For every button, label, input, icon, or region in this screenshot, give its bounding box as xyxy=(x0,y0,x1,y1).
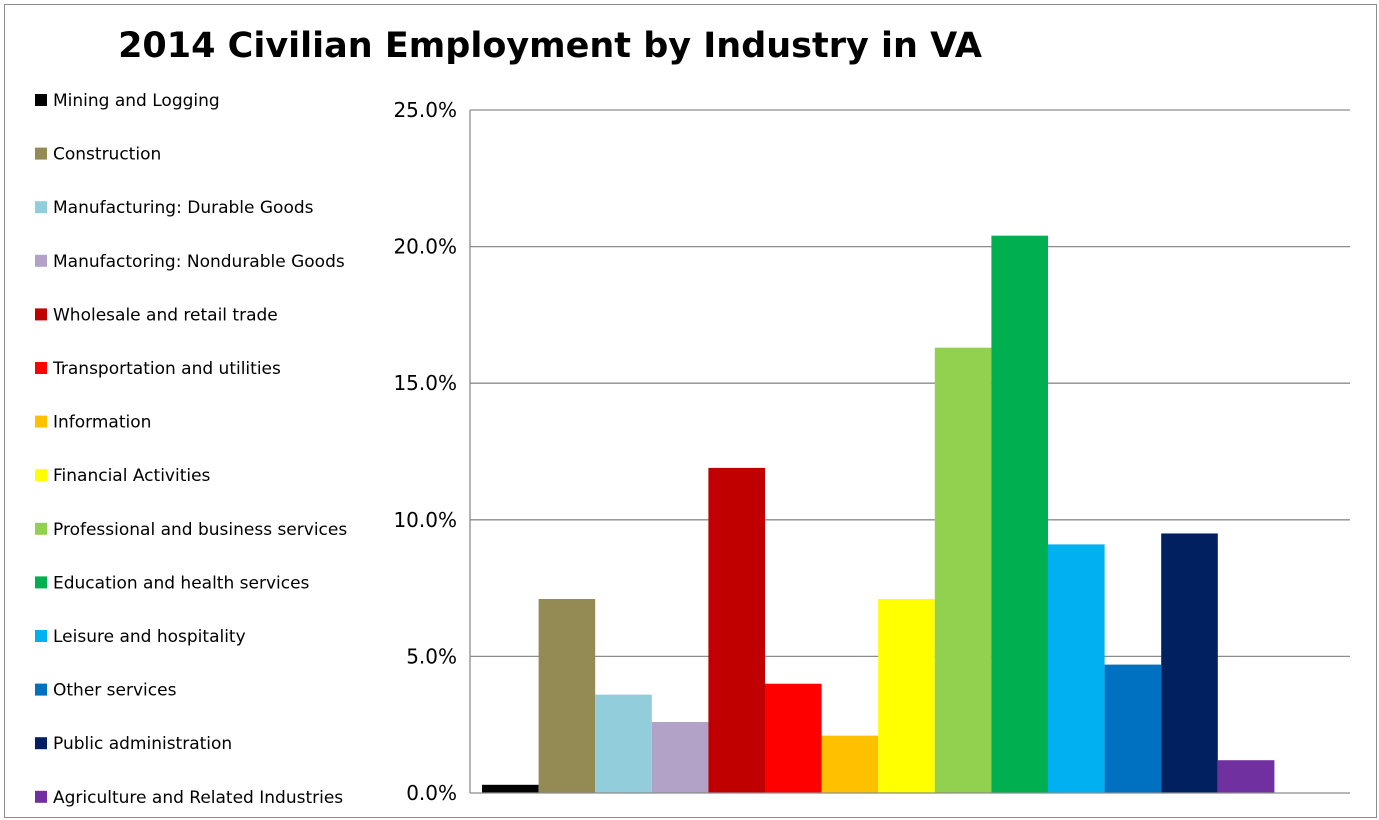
legend-label: Other services xyxy=(53,681,177,701)
legend-swatch xyxy=(35,683,47,696)
legend-item: Public administration xyxy=(35,734,232,754)
y-tick-label: 5.0% xyxy=(406,644,457,668)
chart-svg: 2014 Civilian Employment by Industry in … xyxy=(35,26,1350,808)
bar xyxy=(1217,760,1275,793)
legend-item: Mining and Logging xyxy=(35,91,220,111)
legend-label: Education and health services xyxy=(53,573,310,593)
y-tick-label: 20.0% xyxy=(393,235,457,259)
bar xyxy=(765,683,822,793)
legend-item: Manufactoring: Nondurable Goods xyxy=(35,252,345,272)
legend-swatch xyxy=(35,522,47,535)
legend-item: Agriculture and Related Industries xyxy=(35,788,343,808)
bar xyxy=(991,235,1048,793)
legend-swatch xyxy=(35,308,47,321)
legend-swatch xyxy=(35,737,47,750)
bar xyxy=(934,347,992,793)
legend-swatch xyxy=(35,790,47,803)
legend-swatch xyxy=(35,147,47,160)
legend-label: Wholesale and retail trade xyxy=(53,305,278,325)
legend-label: Information xyxy=(53,413,151,433)
legend-item: Leisure and hospitality xyxy=(35,627,246,647)
y-tick-label: 25.0% xyxy=(393,98,457,122)
legend-item: Wholesale and retail trade xyxy=(35,305,278,325)
legend-label: Construction xyxy=(53,145,161,165)
bar xyxy=(878,599,935,793)
legend-item: Education and health services xyxy=(35,573,310,593)
bar xyxy=(595,694,652,793)
legend-item: Other services xyxy=(35,681,177,701)
bar xyxy=(821,735,879,793)
legend-label: Manufactoring: Nondurable Goods xyxy=(53,252,345,272)
legend-item: Construction xyxy=(35,145,161,165)
y-axis-ticks: 0.0% 5.0% 10.0% 15.0% 20.0% 25.0% xyxy=(393,98,457,805)
y-tick-label: 15.0% xyxy=(393,371,457,395)
legend-swatch xyxy=(35,469,47,482)
legend-label: Transportation and utilities xyxy=(52,359,281,379)
bar xyxy=(538,599,596,793)
chart-frame: 2014 Civilian Employment by Industry in … xyxy=(4,4,1377,818)
legend: Mining and Logging Construction Manufactur… xyxy=(35,91,347,808)
bar xyxy=(651,721,709,793)
bar xyxy=(1161,533,1218,793)
legend-swatch xyxy=(35,94,47,106)
legend-label: Agriculture and Related Industries xyxy=(53,788,343,808)
legend-label: Professional and business services xyxy=(53,520,347,540)
legend-item: Financial Activities xyxy=(35,466,211,486)
legend-label: Public administration xyxy=(53,734,232,754)
bar xyxy=(482,784,539,793)
legend-swatch xyxy=(35,362,47,374)
legend-swatch xyxy=(35,630,47,642)
y-tick-label: 10.0% xyxy=(393,508,457,532)
bar xyxy=(1048,544,1105,793)
bar xyxy=(1104,664,1162,793)
legend-swatch xyxy=(35,576,47,589)
legend-item: Information xyxy=(35,413,151,433)
legend-swatch xyxy=(35,415,47,428)
bars xyxy=(482,235,1275,793)
legend-item: Professional and business services xyxy=(35,520,347,540)
axes xyxy=(469,110,1350,794)
legend-label: Manufacturing: Durable Goods xyxy=(53,198,314,218)
legend-swatch xyxy=(35,254,47,267)
legend-label: Mining and Logging xyxy=(53,91,220,111)
y-tick-label: 0.0% xyxy=(406,781,457,805)
chart-title: 2014 Civilian Employment by Industry in … xyxy=(118,26,982,66)
gridlines xyxy=(470,109,1350,658)
legend-item: Manufacturing: Durable Goods xyxy=(35,198,314,218)
bar xyxy=(708,467,765,793)
legend-swatch xyxy=(35,201,47,214)
legend-label: Leisure and hospitality xyxy=(53,627,246,647)
legend-label: Financial Activities xyxy=(53,466,211,486)
legend-item: Transportation and utilities xyxy=(35,359,281,379)
